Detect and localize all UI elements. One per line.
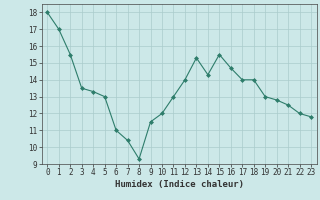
X-axis label: Humidex (Indice chaleur): Humidex (Indice chaleur): [115, 180, 244, 189]
